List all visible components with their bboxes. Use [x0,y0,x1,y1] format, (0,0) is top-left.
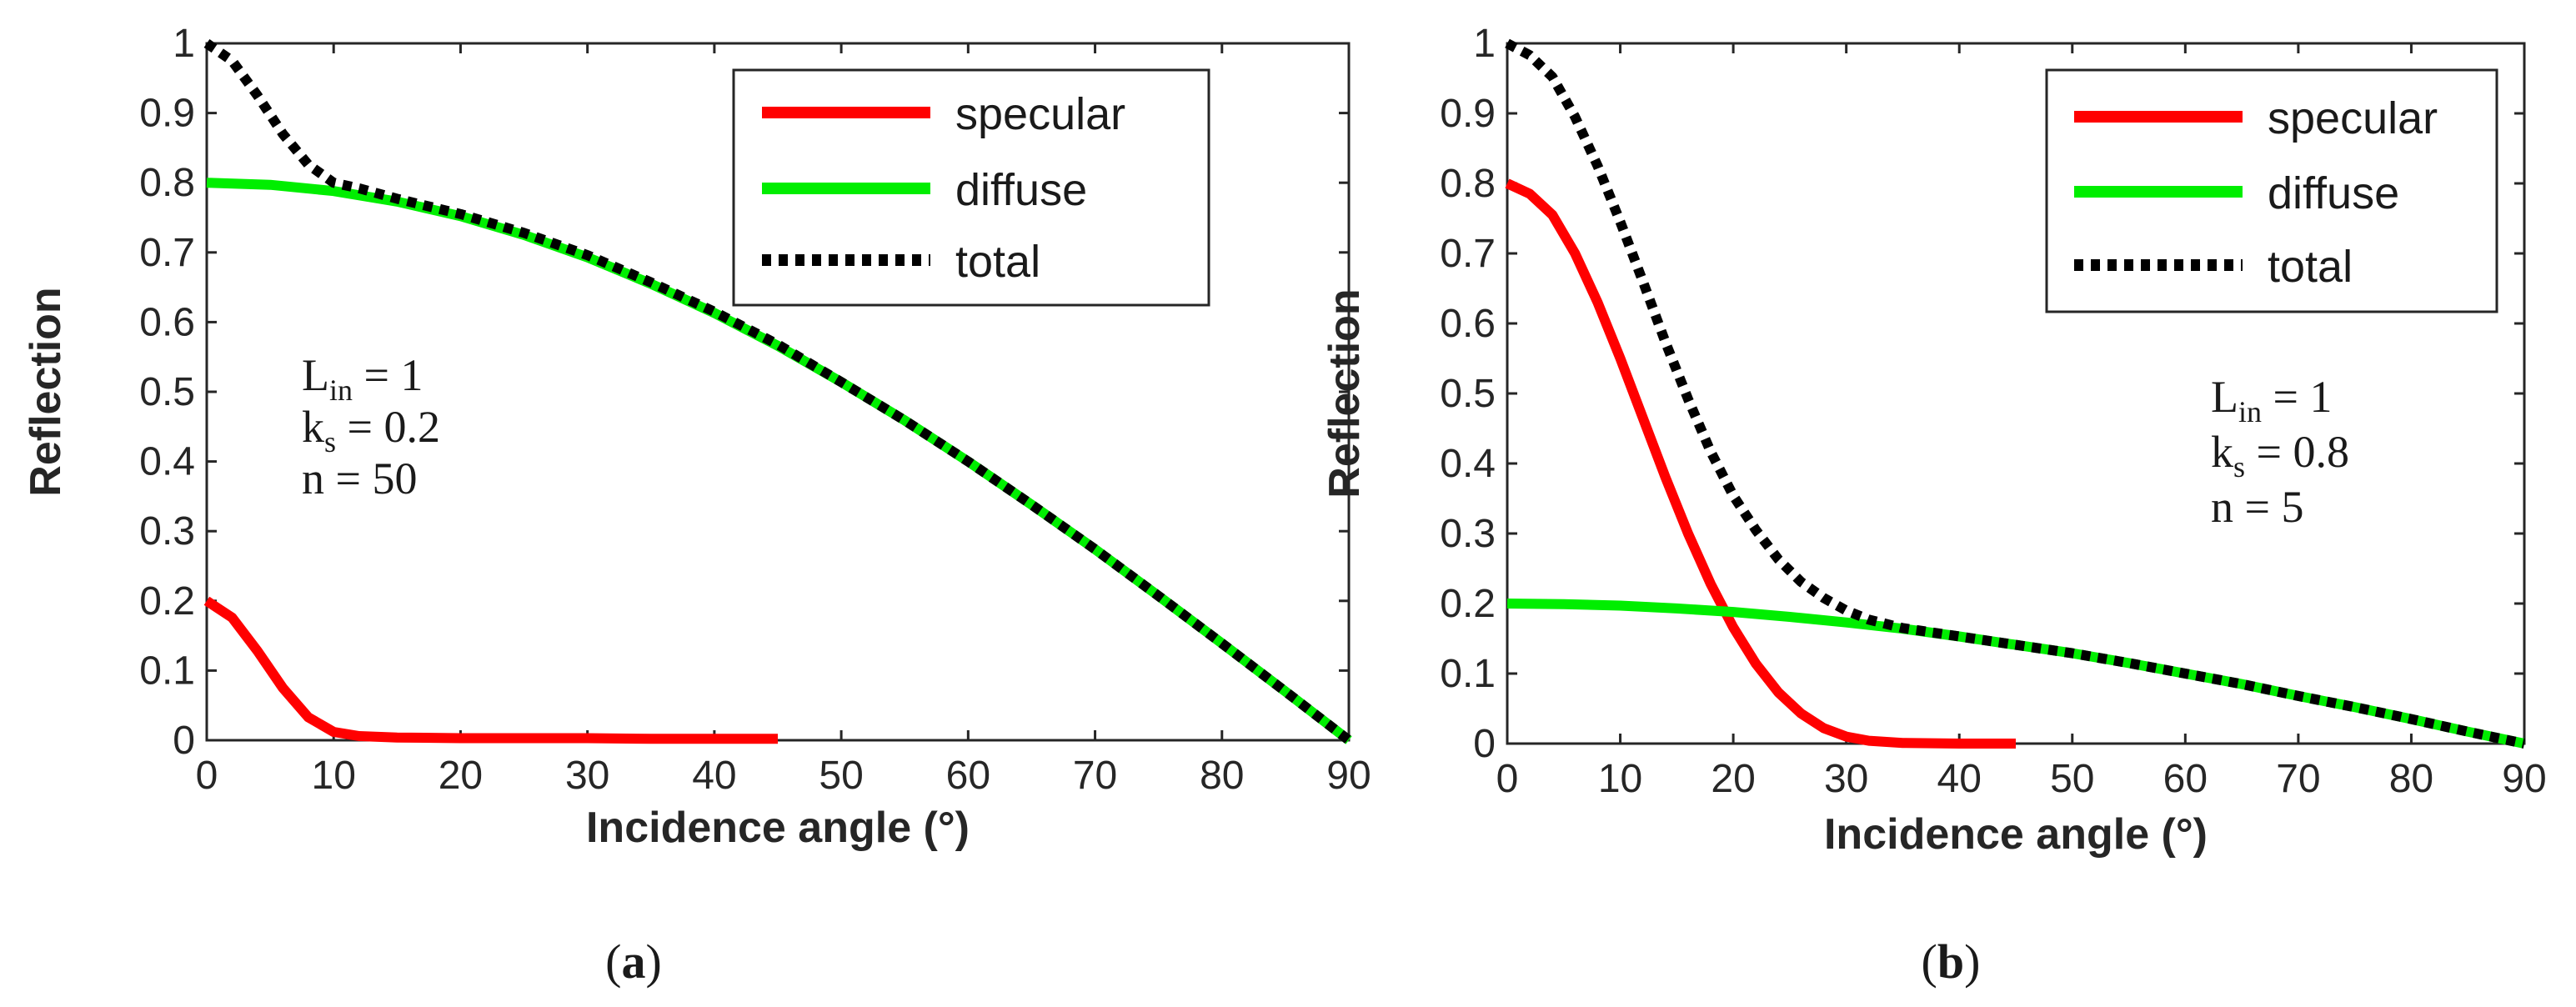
x-tick-label: 80 [2389,757,2433,801]
panel-b: 0 0.1 0.2 0.3 0.4 0.5 0.6 0.7 0.8 0.9 1 0 10 20 30 40 5… [1321,22,2547,989]
annotation-line-1: Lin = 1 [2211,372,2332,428]
y-tick-label: 0 [173,719,195,763]
x-tick-label: 80 [1200,754,1244,798]
x-tick-label: 40 [692,754,736,798]
x-tick-label: 20 [1711,757,1755,801]
y-tick-label: 0.2 [1440,582,1496,626]
x-tick-label: 60 [946,754,990,798]
parameter-annotation: Lin = 1 ks = 0.2 n = 50 [302,350,440,504]
y-tick-label: 0.8 [139,161,195,205]
y-tick-label: 0.5 [1440,372,1496,416]
panel-caption: (a) [605,934,662,989]
x-tick-label: 40 [1937,757,1982,801]
parameter-annotation: Lin = 1 ks = 0.8 n = 5 [2211,372,2349,532]
y-tick-label: 0.7 [1440,232,1496,276]
x-tick-label: 60 [2163,757,2208,801]
annotation-line-2: ks = 0.2 [302,402,440,458]
annotation-line-3: n = 50 [302,453,417,504]
x-tick-label: 20 [439,754,483,798]
x-tick-label: 50 [819,754,863,798]
y-tick-label: 0.2 [139,579,195,624]
legend-label-specular: specular [2268,93,2438,143]
x-tick-label: 0 [1496,757,1519,801]
series-line-total [1505,38,2526,749]
annotation-line-1: Lin = 1 [302,350,423,407]
y-tick-label: 0.4 [1440,442,1496,486]
x-tick-label: 90 [1326,754,1371,798]
x-tick-label: 10 [312,754,356,798]
legend-label-total: total [2268,242,2353,292]
legend: specular diffuse total [2045,68,2498,313]
y-tick-label: 0.9 [139,92,195,136]
legend-label-diffuse: diffuse [2268,168,2399,218]
y-tick-label: 0.4 [139,440,195,484]
panel-a: 0 0.1 0.2 0.3 0.4 0.5 0.6 0.7 0.8 0.9 1 0 10 20 30 40 5… [22,22,1371,989]
x-ticks: 0 10 20 30 40 50 60 70 80 90 [1496,43,2547,801]
series-line-total [203,39,1352,744]
legend-label-specular: specular [955,89,1125,139]
y-tick-label: 0.1 [139,649,195,693]
x-ticks: 0 10 20 30 40 50 60 70 80 90 [196,43,1371,798]
y-tick-label: 0.6 [139,300,195,344]
series-lines [203,39,1352,744]
y-tick-label: 0.3 [1440,512,1496,556]
x-tick-label: 30 [565,754,609,798]
y-ticks: 0 0.1 0.2 0.3 0.4 0.5 0.6 0.7 0.8 0.9 1 [139,22,1349,763]
y-ticks: 0 0.1 0.2 0.3 0.4 0.5 0.6 0.7 0.8 0.9 1 [1440,22,2524,766]
x-axis-label: Incidence angle (°) [1824,810,2208,859]
y-tick-label: 0.5 [139,370,195,414]
y-tick-label: 1 [1473,22,1496,66]
legend-label-total: total [955,237,1040,287]
series-lines [1505,38,2526,749]
x-tick-label: 70 [2276,757,2320,801]
panel-caption: (b) [1922,934,1981,989]
x-tick-label: 50 [2050,757,2094,801]
y-tick-label: 0.3 [139,509,195,554]
y-tick-label: 0 [1473,722,1496,766]
y-tick-label: 1 [173,22,195,66]
y-tick-label: 0.6 [1440,302,1496,346]
y-tick-label: 0.7 [139,231,195,275]
x-tick-label: 30 [1824,757,1868,801]
x-tick-label: 90 [2502,757,2546,801]
y-tick-label: 0.9 [1440,92,1496,136]
legend-label-diffuse: diffuse [955,165,1087,215]
annotation-line-2: ks = 0.8 [2211,427,2349,483]
series-line-specular [203,596,778,744]
y-axis-label: Reflection [1321,288,1369,498]
legend: specular diffuse total [732,68,1210,307]
x-tick-label: 0 [196,754,218,798]
x-tick-label: 70 [1073,754,1117,798]
x-tick-label: 10 [1598,757,1642,801]
series-line-specular [1505,178,2016,749]
y-axis-label: Reflection [22,287,70,496]
annotation-line-3: n = 5 [2211,482,2303,532]
y-tick-label: 0.8 [1440,162,1496,206]
x-axis-label: Incidence angle (°) [586,804,970,852]
y-tick-label: 0.1 [1440,652,1496,696]
